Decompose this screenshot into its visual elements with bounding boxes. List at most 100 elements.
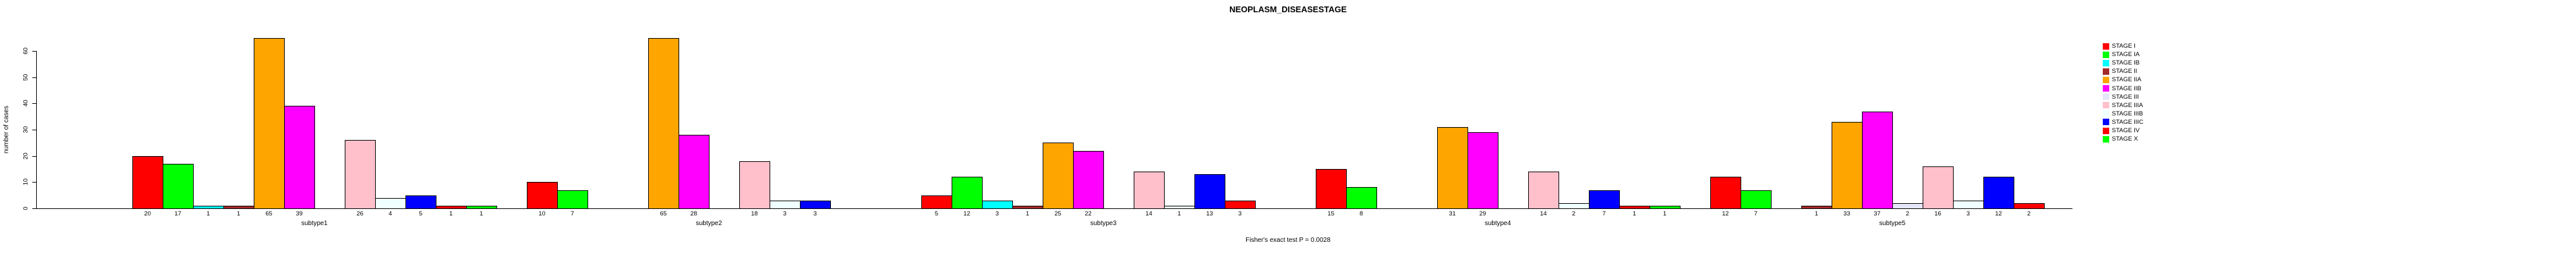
bar-value-label: 5 [934,210,939,217]
y-axis-line [36,50,37,209]
bar-stage-i-subtype4 [1316,169,1347,209]
legend-label: STAGE IIIB [2112,110,2143,117]
bar-stage-iiib-subtype5 [1953,201,1984,209]
y-tick [32,182,36,183]
bar-stage-iiia-subtype5 [1923,166,1954,209]
bar-value-label: 14 [1540,210,1547,217]
legend-item: STAGE IIB [2103,84,2142,93]
bar-value-label: 1 [449,210,453,217]
bar-value-label: 3 [1238,210,1242,217]
legend-swatch-stage-x [2103,135,2109,143]
bar-stage-iiic-subtype1 [405,195,436,209]
bar-stage-iiia-subtype3 [1134,172,1165,209]
bar-stage-iia-subtype2 [648,38,679,209]
bar-stage-i-subtype3 [921,195,952,209]
bar-stage-i-subtype2 [527,182,558,209]
legend-item: STAGE III [2103,93,2139,101]
bar-stage-iiic-subtype5 [1983,177,2014,209]
y-tick [32,50,36,52]
legend-label: STAGE IIIC [2112,118,2143,126]
bar-value-label: 1 [1177,210,1181,217]
legend-item: STAGE IB [2103,59,2140,67]
bar-value-label: 12 [1995,210,2002,217]
bar-stage-iiia-subtype4 [1528,172,1559,209]
bar-stage-iv-subtype1 [436,206,467,209]
bar-stage-iib-subtype2 [679,135,710,209]
bar-value-label: 3 [1966,210,1970,217]
bar-value-label: 1 [1632,210,1637,217]
bar-value-label: 20 [144,210,151,217]
legend-swatch-stage-iv [2103,127,2109,134]
legend-label: STAGE IB [2112,59,2140,67]
bar-stage-iib-subtype1 [284,106,315,209]
y-tick-label: 50 [22,74,30,81]
legend-swatch-stage-iiib [2103,110,2109,117]
bar-value-label: 39 [296,210,303,217]
bar-value-label: 65 [660,210,667,217]
bar-value-label: 1 [1814,210,1819,217]
y-tick [32,208,36,209]
bar-stage-i-subtype1 [132,156,163,209]
y-tick-label: 0 [22,206,30,210]
bar-value-label: 4 [388,210,393,217]
legend-swatch-stage-ii [2103,68,2109,75]
legend-label: STAGE III [2112,93,2140,101]
bar-stage-ii-subtype3 [1012,206,1043,209]
legend-item: STAGE IIIB [2103,110,2143,118]
y-tick-label: 60 [22,47,30,55]
y-tick [32,103,36,104]
x-axis-category-label: subtype5 [1879,220,1906,227]
legend-label: STAGE IIA [2112,76,2142,84]
bar-value-label: 31 [1449,210,1456,217]
bar-stage-iiic-subtype3 [1194,174,1225,209]
bar-stage-x-subtype1 [466,206,497,209]
legend-swatch-stage-iii [2103,94,2109,101]
bar-stage-iiia-subtype1 [345,140,376,209]
bar-value-label: 26 [356,210,363,217]
bar-stage-ia-subtype2 [557,190,588,209]
legend-swatch-stage-iib [2103,85,2109,92]
bar-value-label: 17 [174,210,181,217]
bar-stage-iiic-subtype2 [800,201,831,209]
legend-swatch-stage-iiia [2103,102,2109,109]
bar-value-label: 1 [236,210,241,217]
bar-value-label: 7 [570,210,575,217]
legend-swatch-stage-iia [2103,76,2109,83]
bar-stage-iii-subtype5 [1892,203,1923,209]
bar-stage-ia-subtype3 [952,177,983,209]
bar-value-label: 3 [995,210,999,217]
bar-value-label: 2 [1905,210,1910,217]
bar-value-label: 22 [1085,210,1092,217]
bar-stage-ib-subtype1 [193,206,224,209]
bar-value-label: 16 [1934,210,1941,217]
bar-stage-i-subtype5 [1710,177,1741,209]
legend-item: STAGE IV [2103,126,2140,135]
bar-value-label: 8 [1359,210,1364,217]
bar-stage-iib-subtype5 [1862,112,1893,209]
legend-label: STAGE IV [2112,127,2140,134]
legend-item: STAGE IIA [2103,75,2142,84]
y-tick-label: 40 [22,100,30,107]
bar-stage-ii-subtype1 [223,206,254,209]
legend-label: STAGE X [2112,135,2138,143]
x-axis-category-label: subtype4 [1484,220,1511,227]
legend-label: STAGE II [2112,68,2138,75]
bar-stage-iib-subtype4 [1467,132,1498,209]
y-axis-label: number of cases [3,106,10,154]
legend-swatch-stage-ia [2103,51,2109,58]
legend-label: STAGE IA [2112,51,2140,59]
bar-value-label: 1 [479,210,484,217]
bar-stage-iiib-subtype3 [1164,206,1195,209]
bar-value-label: 1 [1662,210,1667,217]
bar-value-label: 12 [963,210,970,217]
legend-item: STAGE IIIA [2103,101,2143,110]
bar-stage-iia-subtype1 [254,38,285,209]
legend-swatch-stage-ib [2103,59,2109,66]
bar-value-label: 12 [1722,210,1729,217]
bar-value-label: 25 [1054,210,1061,217]
legend-item: STAGE I [2103,42,2136,50]
bar-stage-iia-subtype4 [1437,127,1468,209]
legend-item: STAGE X [2103,135,2138,143]
bar-stage-iv-subtype4 [1619,206,1650,209]
bar-stage-ia-subtype4 [1346,187,1377,209]
